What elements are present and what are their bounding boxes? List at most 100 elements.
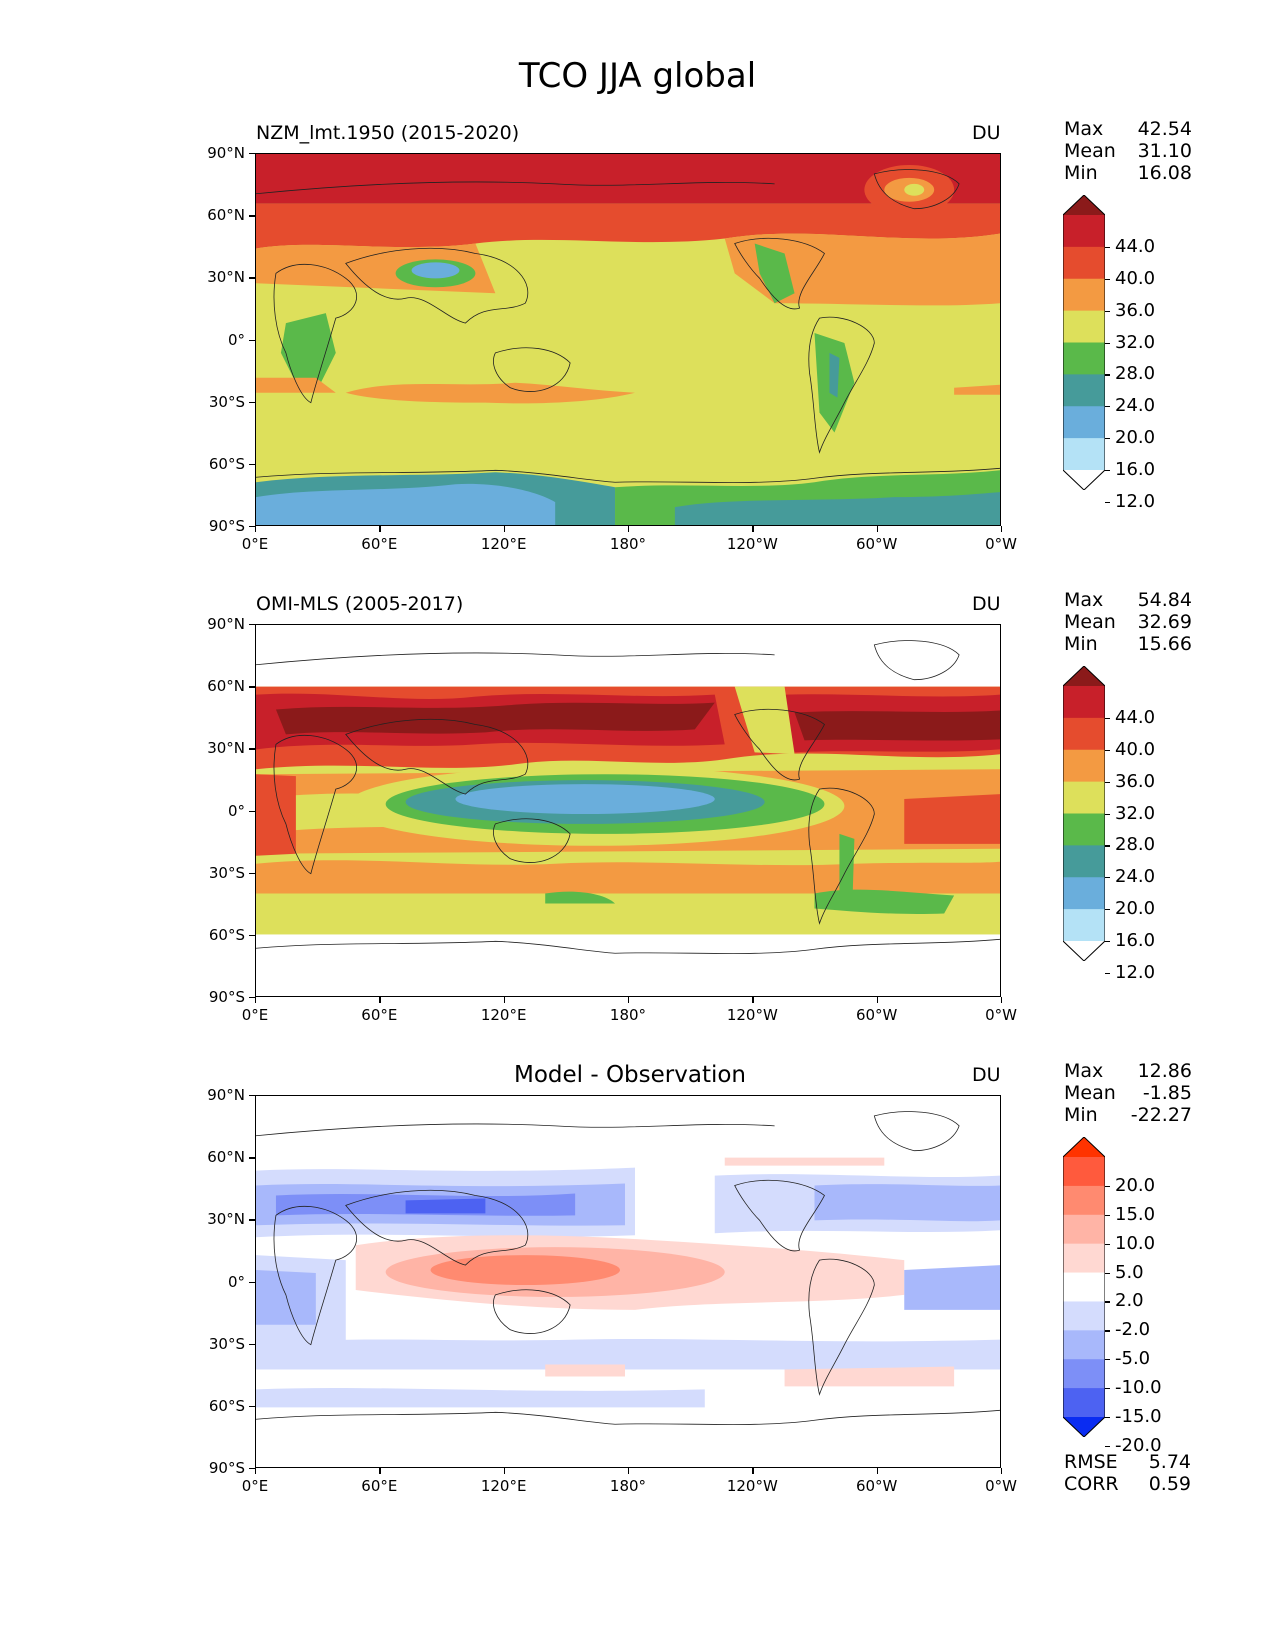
x-tick-label: 0°W — [985, 1006, 1017, 1024]
colorbar-tick-label: 16.0 — [1115, 459, 1156, 480]
x-tick-label: 60°W — [855, 1477, 898, 1495]
colorbar-tick — [1105, 501, 1110, 504]
colorbar-tick — [1105, 1388, 1110, 1390]
stats-label: Max — [1064, 118, 1104, 140]
y-tick-label: 90°S — [208, 517, 245, 535]
colorbar-graphic — [1063, 666, 1105, 961]
x-tick — [1001, 997, 1003, 1003]
colorbar-tick-label: 40.0 — [1115, 267, 1156, 289]
y-tick-label: 90°N — [207, 1086, 245, 1104]
colorbar-tick — [1105, 406, 1110, 408]
stats-row: Mean -1.85 — [1064, 1082, 1192, 1104]
colorbar-tick-label: 24.0 — [1115, 395, 1156, 417]
colorbar-extend-max — [1063, 666, 1105, 686]
colorbar-segment — [1063, 1185, 1105, 1216]
y-tick — [249, 624, 255, 626]
x-tick-label: 120°W — [726, 535, 778, 553]
colorbar-tick — [1105, 972, 1110, 975]
metrics-row: CORR 0.59 — [1064, 1473, 1191, 1495]
colorbar-tick — [1105, 1243, 1110, 1245]
y-tick — [249, 810, 255, 812]
stats-label: Min — [1064, 633, 1098, 655]
colorbar-tick — [1105, 438, 1110, 440]
colorbar-tick-label: -20.0 — [1115, 1434, 1162, 1456]
x-tick — [628, 526, 630, 532]
x-tick-label: 120°E — [480, 1006, 527, 1024]
colorbar-segment — [1063, 877, 1105, 910]
colorbar-tick — [1105, 1417, 1110, 1419]
stats-box: Max 12.86 Mean -1.85 Min -22.27 — [1064, 1060, 1192, 1126]
colorbar-tick — [1105, 781, 1110, 783]
y-tick-label: 0° — [227, 1272, 245, 1291]
y-tick-label: 60°N — [207, 206, 245, 225]
metric-label: RMSE — [1064, 1451, 1118, 1473]
stats-row: Min 15.66 — [1064, 633, 1192, 655]
x-tick — [255, 1468, 257, 1474]
colorbar-segment — [1063, 717, 1105, 751]
colorbar-tick — [1105, 310, 1110, 312]
colorbar-tick-label: 28.0 — [1115, 363, 1156, 385]
colorbar-tick-label: 16.0 — [1115, 930, 1156, 951]
colorbar-tick-label: 12.0 — [1115, 490, 1156, 512]
stats-label: Mean — [1064, 1082, 1116, 1104]
x-tick — [876, 997, 879, 1003]
colorbar-segment — [1063, 1301, 1105, 1331]
colorbar-tick-label: -10.0 — [1115, 1377, 1162, 1399]
x-tick-label: 60°E — [361, 1477, 398, 1495]
colorbar-tick-label: 40.0 — [1115, 738, 1156, 760]
colorbar-segment — [1063, 1330, 1105, 1360]
y-tick-label: 90°N — [207, 615, 245, 633]
colorbar-segment — [1063, 278, 1105, 312]
colorbar-segment — [1063, 1243, 1105, 1274]
x-tick — [503, 526, 506, 532]
x-tick-label: 60°E — [361, 535, 398, 553]
stats-label: Max — [1064, 589, 1104, 611]
stats-row: Max 42.54 — [1064, 118, 1192, 140]
colorbar-tick-label: 32.0 — [1115, 331, 1156, 353]
stats-value: -22.27 — [1130, 1104, 1192, 1126]
colorbar — [1063, 666, 1105, 961]
colorbar-tick — [1105, 1185, 1110, 1188]
y-tick — [249, 463, 255, 466]
x-tick — [379, 1468, 381, 1474]
x-tick — [752, 997, 754, 1003]
colorbar-tick-label: 2.0 — [1115, 1290, 1144, 1312]
x-tick-label: 120°W — [726, 1006, 778, 1024]
y-tick — [249, 872, 255, 875]
y-tick-label: 30°S — [208, 392, 245, 411]
stats-value: 54.84 — [1137, 589, 1192, 611]
colorbar-tick-label: 36.0 — [1115, 770, 1156, 792]
metric-value: 5.74 — [1148, 1451, 1191, 1473]
colorbar-segment — [1063, 813, 1105, 846]
colorbar-extend-min — [1063, 941, 1105, 961]
colorbar-tick-label: 12.0 — [1115, 961, 1156, 983]
colorbar-tick — [1105, 717, 1110, 720]
panel-label: OMI-MLS (2005-2017) — [256, 593, 464, 615]
panel-label: Model - Observation — [513, 1062, 747, 1088]
stats-row: Mean 32.69 — [1064, 611, 1192, 633]
y-tick — [249, 215, 255, 217]
colorbar-extend-min — [1063, 1417, 1105, 1437]
colorbar-segment — [1063, 686, 1105, 719]
colorbar-extend-max — [1063, 1137, 1105, 1157]
y-tick-label: 60°S — [208, 925, 245, 944]
colorbar-segment — [1063, 342, 1105, 375]
x-tick-label: 0°W — [985, 535, 1017, 553]
colorbar-segment — [1063, 1359, 1105, 1389]
x-tick — [876, 1468, 879, 1474]
stats-value: 42.54 — [1137, 118, 1192, 140]
map-model-field — [256, 154, 1000, 525]
map-observation — [255, 624, 1001, 997]
colorbar-tick-label: 32.0 — [1115, 802, 1156, 824]
y-tick-label: 30°N — [207, 739, 245, 758]
map-observation-field — [256, 625, 1000, 996]
colorbar-tick — [1105, 1214, 1110, 1216]
colorbar-tick-label: 10.0 — [1115, 1232, 1156, 1254]
stats-label: Mean — [1064, 140, 1116, 162]
stats-box: Max 54.84 Mean 32.69 Min 15.66 — [1064, 589, 1192, 655]
x-tick-label: 60°W — [855, 535, 898, 553]
colorbar-tick — [1105, 342, 1110, 344]
stats-value: 15.66 — [1137, 633, 1192, 655]
panel-label: NZM_lmt.1950 (2015-2020) — [256, 122, 520, 144]
stats-row: Min -22.27 — [1064, 1104, 1192, 1126]
